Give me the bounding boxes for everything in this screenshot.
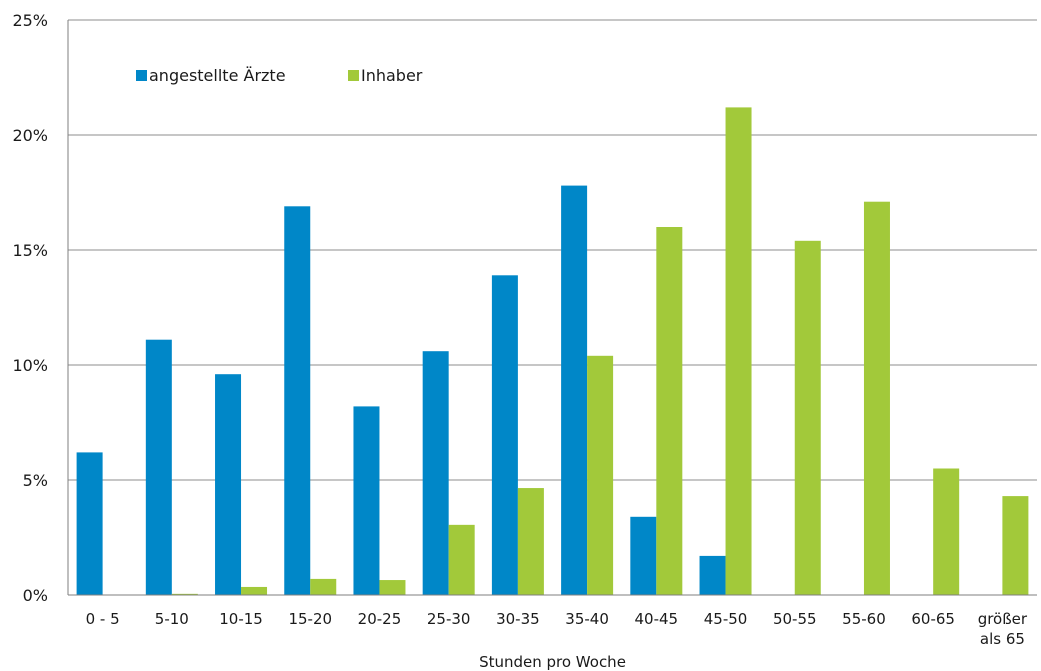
x-tick-label: 40-45 <box>635 610 679 628</box>
bar-inhaber <box>517 488 544 595</box>
y-tick-label: 10% <box>12 356 48 375</box>
bar-inhaber <box>725 107 752 596</box>
x-axis-ticks: 0 - 5 5-10 10-15 15-20 20-25 25-30 30-35 35-40 4… <box>86 610 1028 648</box>
x-tick-label: 15-20 <box>288 610 332 628</box>
x-axis-title: Stunden pro Woche <box>479 653 626 671</box>
bar-angestellte-aerzte <box>284 206 311 596</box>
bar-angestellte-aerzte <box>215 374 242 595</box>
y-tick-label: 0% <box>23 586 48 605</box>
x-tick-label: 60-65 <box>911 610 955 628</box>
x-tick-label: größer als 65 <box>978 610 1028 648</box>
x-tick-label: 25-30 <box>427 610 471 628</box>
x-tick-label: 50-55 <box>773 610 817 628</box>
legend-label: Inhaber <box>361 66 423 85</box>
bar-angestellte-aerzte <box>699 555 726 595</box>
y-tick-label: 5% <box>23 471 48 490</box>
bar-inhaber <box>171 593 198 595</box>
bar-inhaber <box>933 468 960 595</box>
x-tick-label: 30-35 <box>496 610 540 628</box>
bar-inhaber <box>379 580 406 595</box>
bar-angestellte-aerzte <box>353 406 380 595</box>
y-tick-label: 15% <box>12 241 48 260</box>
bar-angestellte-aerzte <box>491 275 518 595</box>
x-tick-label: 35-40 <box>565 610 609 628</box>
bar-angestellte-aerzte <box>561 185 588 595</box>
legend: angestellte Ärzte Inhaber <box>136 66 423 85</box>
bar-inhaber <box>310 578 337 595</box>
x-tick-label: 55-60 <box>842 610 886 628</box>
bar-angestellte-aerzte <box>422 351 449 595</box>
legend-swatch <box>136 70 147 81</box>
x-tick-label: 45-50 <box>704 610 748 628</box>
y-tick-label: 25% <box>12 11 48 30</box>
bar-inhaber <box>587 355 614 595</box>
bar-inhaber <box>794 240 821 596</box>
gridlines <box>68 19 1037 481</box>
bar-inhaber <box>863 201 890 595</box>
legend-swatch <box>348 70 359 81</box>
bar-inhaber <box>656 227 683 595</box>
bar-angestellte-aerzte <box>145 339 172 595</box>
bar-angestellte-aerzte <box>630 516 657 595</box>
bars <box>76 107 1029 596</box>
x-tick-label: 5-10 <box>155 610 189 628</box>
y-axis-ticks: 0% 5% 10% 15% 20% 25% <box>12 11 48 605</box>
x-tick-label: 20-25 <box>358 610 402 628</box>
x-tick-label: 10-15 <box>219 610 263 628</box>
bar-inhaber <box>448 524 475 595</box>
legend-label: angestellte Ärzte <box>149 66 286 85</box>
y-tick-label: 20% <box>12 126 48 145</box>
bar-inhaber <box>241 586 268 595</box>
x-tick-label: 0 - 5 <box>86 610 120 628</box>
bar-inhaber <box>1002 496 1029 595</box>
bar-angestellte-aerzte <box>76 452 103 595</box>
